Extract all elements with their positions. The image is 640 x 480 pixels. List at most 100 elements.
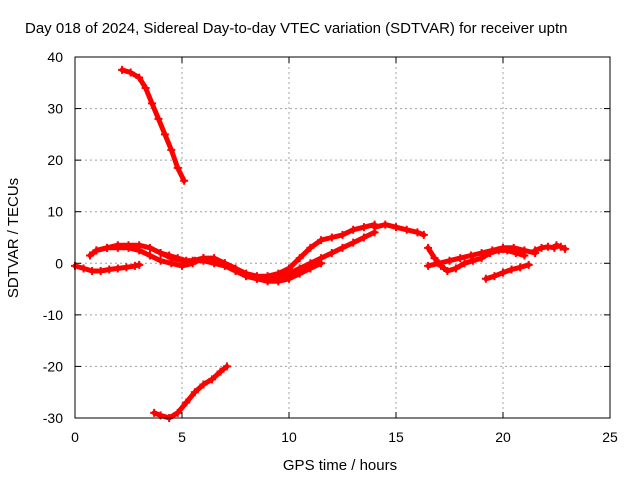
- y-tick-label: 40: [47, 49, 63, 65]
- data-point: [443, 267, 452, 276]
- data-point: [145, 243, 154, 252]
- x-tick-label: 15: [388, 429, 404, 445]
- data-point: [460, 259, 469, 268]
- y-tick-label: 0: [55, 255, 63, 271]
- data-point: [285, 264, 293, 273]
- data-point: [216, 367, 225, 376]
- data-point: [156, 248, 165, 257]
- data-point: [490, 272, 499, 281]
- data-point: [182, 256, 191, 265]
- data-point: [85, 251, 94, 260]
- y-tick-label: 10: [47, 204, 63, 220]
- series-line: [119, 67, 187, 184]
- x-tick-label: 25: [602, 429, 618, 445]
- data-point: [274, 269, 283, 278]
- data-point: [92, 246, 101, 255]
- series-arc-e: [370, 220, 428, 239]
- data-point: [402, 225, 411, 234]
- series-arc-j: [552, 241, 570, 253]
- x-axis-title: GPS time / hours: [283, 457, 397, 474]
- data-point: [263, 277, 272, 286]
- x-tick-label: 5: [178, 429, 186, 445]
- data-point: [173, 254, 182, 263]
- x-tick-label: 20: [495, 429, 511, 445]
- data-point: [469, 256, 478, 265]
- data-point: [135, 73, 144, 82]
- data-point: [327, 233, 336, 242]
- data-point: [456, 254, 465, 263]
- series-arc-high: [118, 65, 189, 185]
- data-point: [173, 408, 182, 417]
- chart-title: Day 018 of 2024, Sidereal Day-to-day VTE…: [25, 20, 567, 37]
- data-point: [242, 272, 251, 281]
- series-arc-low: [150, 362, 231, 422]
- y-axis-title: SDTVAR / TECUs: [5, 178, 22, 298]
- data-point: [477, 248, 486, 257]
- data-point: [122, 263, 131, 272]
- data-point: [561, 244, 570, 253]
- data-point: [222, 362, 231, 371]
- data-point: [327, 248, 336, 257]
- data-point: [392, 223, 400, 232]
- data-point: [424, 243, 433, 252]
- data-point: [156, 256, 165, 265]
- data-point: [190, 388, 199, 397]
- data-point: [135, 260, 144, 269]
- x-tick-label: 10: [281, 429, 297, 445]
- data-point: [295, 254, 304, 263]
- data-point: [359, 223, 368, 232]
- data-point: [210, 259, 219, 268]
- ticks: 0 5 10 15 20 25 -30 -20 -10 0 10 20 30 40: [43, 49, 618, 445]
- data-point: [118, 65, 127, 74]
- data-point: [295, 269, 304, 278]
- data-point: [481, 274, 490, 283]
- data-point: [556, 242, 565, 251]
- data-point: [135, 241, 144, 250]
- data-point: [103, 243, 112, 252]
- data-point: [419, 230, 428, 239]
- data-point: [285, 274, 293, 283]
- data-point: [516, 263, 525, 272]
- series-arc-h: [481, 260, 533, 283]
- data-point: [424, 261, 433, 270]
- data-point: [509, 243, 518, 252]
- data-point: [173, 163, 182, 172]
- data-point: [252, 274, 261, 283]
- data-point: [96, 267, 105, 276]
- data-point: [466, 251, 475, 260]
- data-point: [180, 176, 189, 185]
- data-point: [359, 233, 368, 242]
- data-point: [445, 256, 454, 265]
- y-tick-label: -30: [43, 410, 63, 426]
- data-point: [88, 267, 97, 276]
- data-point: [543, 242, 552, 251]
- data-point: [531, 246, 540, 255]
- data-point: [148, 99, 157, 108]
- data-point: [524, 260, 533, 269]
- series-line: [151, 363, 230, 421]
- data-point: [520, 246, 529, 255]
- data-point: [231, 267, 240, 276]
- data-point: [126, 68, 135, 77]
- data-point: [160, 130, 169, 139]
- data-point: [317, 236, 326, 245]
- data-point: [306, 243, 315, 252]
- data-point: [507, 265, 516, 274]
- data-point: [190, 256, 199, 265]
- data-point: [274, 277, 283, 286]
- data-point: [79, 264, 88, 273]
- data-point: [167, 145, 176, 154]
- data-point: [124, 241, 133, 250]
- data-point: [141, 83, 150, 92]
- data-point: [451, 264, 460, 273]
- data-point: [338, 243, 347, 252]
- data-point: [130, 261, 139, 270]
- data-point: [552, 241, 561, 250]
- data-point: [165, 251, 174, 260]
- data-point: [207, 375, 216, 384]
- grid: [75, 57, 610, 418]
- data-point: [105, 265, 114, 274]
- data-point: [349, 238, 358, 247]
- data-point: [317, 259, 326, 268]
